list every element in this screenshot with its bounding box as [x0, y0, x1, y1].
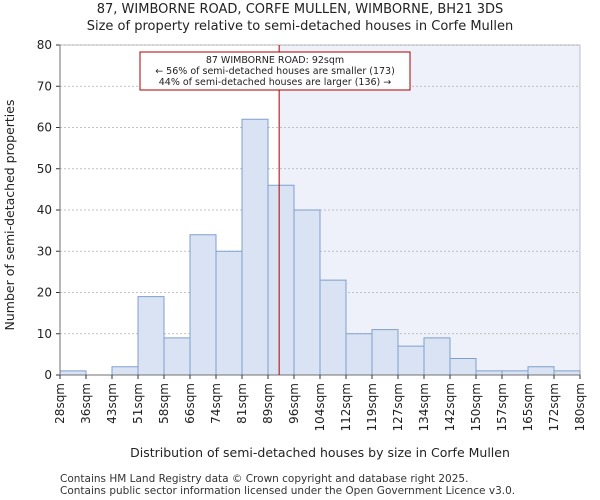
histogram-bar: [501, 370, 529, 376]
histogram-bar: [189, 234, 217, 376]
x-tick-label: 127sqm: [391, 383, 405, 431]
x-tick-label: 172sqm: [547, 383, 561, 431]
x-tick-label: 43sqm: [105, 383, 119, 424]
y-tick-label: 80: [37, 38, 52, 52]
histogram-bar: [371, 329, 399, 376]
x-tick-label: 66sqm: [183, 383, 197, 424]
chart-title: 87, WIMBORNE ROAD, CORFE MULLEN, WIMBORN…: [96, 2, 504, 17]
y-tick-label: 60: [37, 121, 52, 135]
x-tick-label: 157sqm: [495, 383, 509, 431]
histogram-bar: [59, 370, 87, 376]
histogram-bar: [137, 296, 165, 376]
y-axis-title: Number of semi-detached properties: [2, 100, 17, 331]
x-tick-label: 142sqm: [443, 383, 457, 431]
x-tick-label: 104sqm: [313, 383, 327, 431]
y-tick-label: 10: [37, 327, 52, 341]
x-tick-label: 89sqm: [261, 383, 275, 424]
histogram-bar: [241, 118, 269, 376]
x-tick-label: 51sqm: [131, 383, 145, 424]
annotation-title: 87 WIMBORNE ROAD: 92sqm: [206, 55, 344, 66]
x-tick-label: 58sqm: [157, 383, 171, 424]
x-tick-label: 112sqm: [339, 383, 353, 431]
x-tick-label: 134sqm: [417, 383, 431, 431]
x-tick-label: 150sqm: [469, 383, 483, 431]
histogram-bar: [293, 209, 321, 376]
footer-licence: Contains public sector information licen…: [60, 485, 516, 497]
x-axis-title: Distribution of semi-detached houses by …: [130, 445, 510, 460]
histogram-bar: [527, 366, 555, 376]
histogram-bar: [423, 337, 451, 376]
chart-subtitle: Size of property relative to semi-detach…: [86, 19, 514, 34]
x-tick-label: 165sqm: [521, 383, 535, 431]
y-tick-label: 30: [37, 244, 52, 258]
x-tick-label: 96sqm: [287, 383, 301, 424]
y-tick-label: 40: [37, 203, 52, 217]
annotation-larger: 44% of semi-detached houses are larger (…: [159, 77, 392, 88]
annotation-smaller: ← 56% of semi-detached houses are smalle…: [155, 66, 395, 77]
histogram-bar: [553, 370, 581, 376]
x-tick-label: 81sqm: [235, 383, 249, 424]
histogram-chart: 0 10 20 30 40 50 60 70 80 28sqm 36sqm 43sqm 51sqm 58s…: [2, 38, 587, 460]
y-tick-label: 50: [37, 162, 52, 176]
y-tick-label: 70: [37, 79, 52, 93]
histogram-bar: [215, 250, 243, 376]
x-tick-label: 180sqm: [573, 383, 587, 431]
x-tick-label: 119sqm: [365, 383, 379, 431]
y-tick-label: 0: [44, 368, 52, 382]
histogram-bar: [345, 333, 373, 376]
histogram-bar: [267, 184, 295, 376]
histogram-bar: [449, 358, 477, 376]
x-tick-label: 28sqm: [53, 383, 67, 424]
histogram-bar: [397, 345, 425, 376]
y-tick-label: 20: [37, 286, 52, 300]
histogram-bar: [111, 366, 139, 376]
x-tick-label: 74sqm: [209, 383, 223, 424]
histogram-bar: [319, 279, 347, 376]
histogram-bar: [163, 337, 191, 376]
x-tick-label: 36sqm: [79, 383, 93, 424]
annotation-box: [139, 51, 411, 91]
footer-copyright: Contains HM Land Registry data © Crown c…: [60, 473, 469, 485]
histogram-bar: [475, 370, 503, 376]
